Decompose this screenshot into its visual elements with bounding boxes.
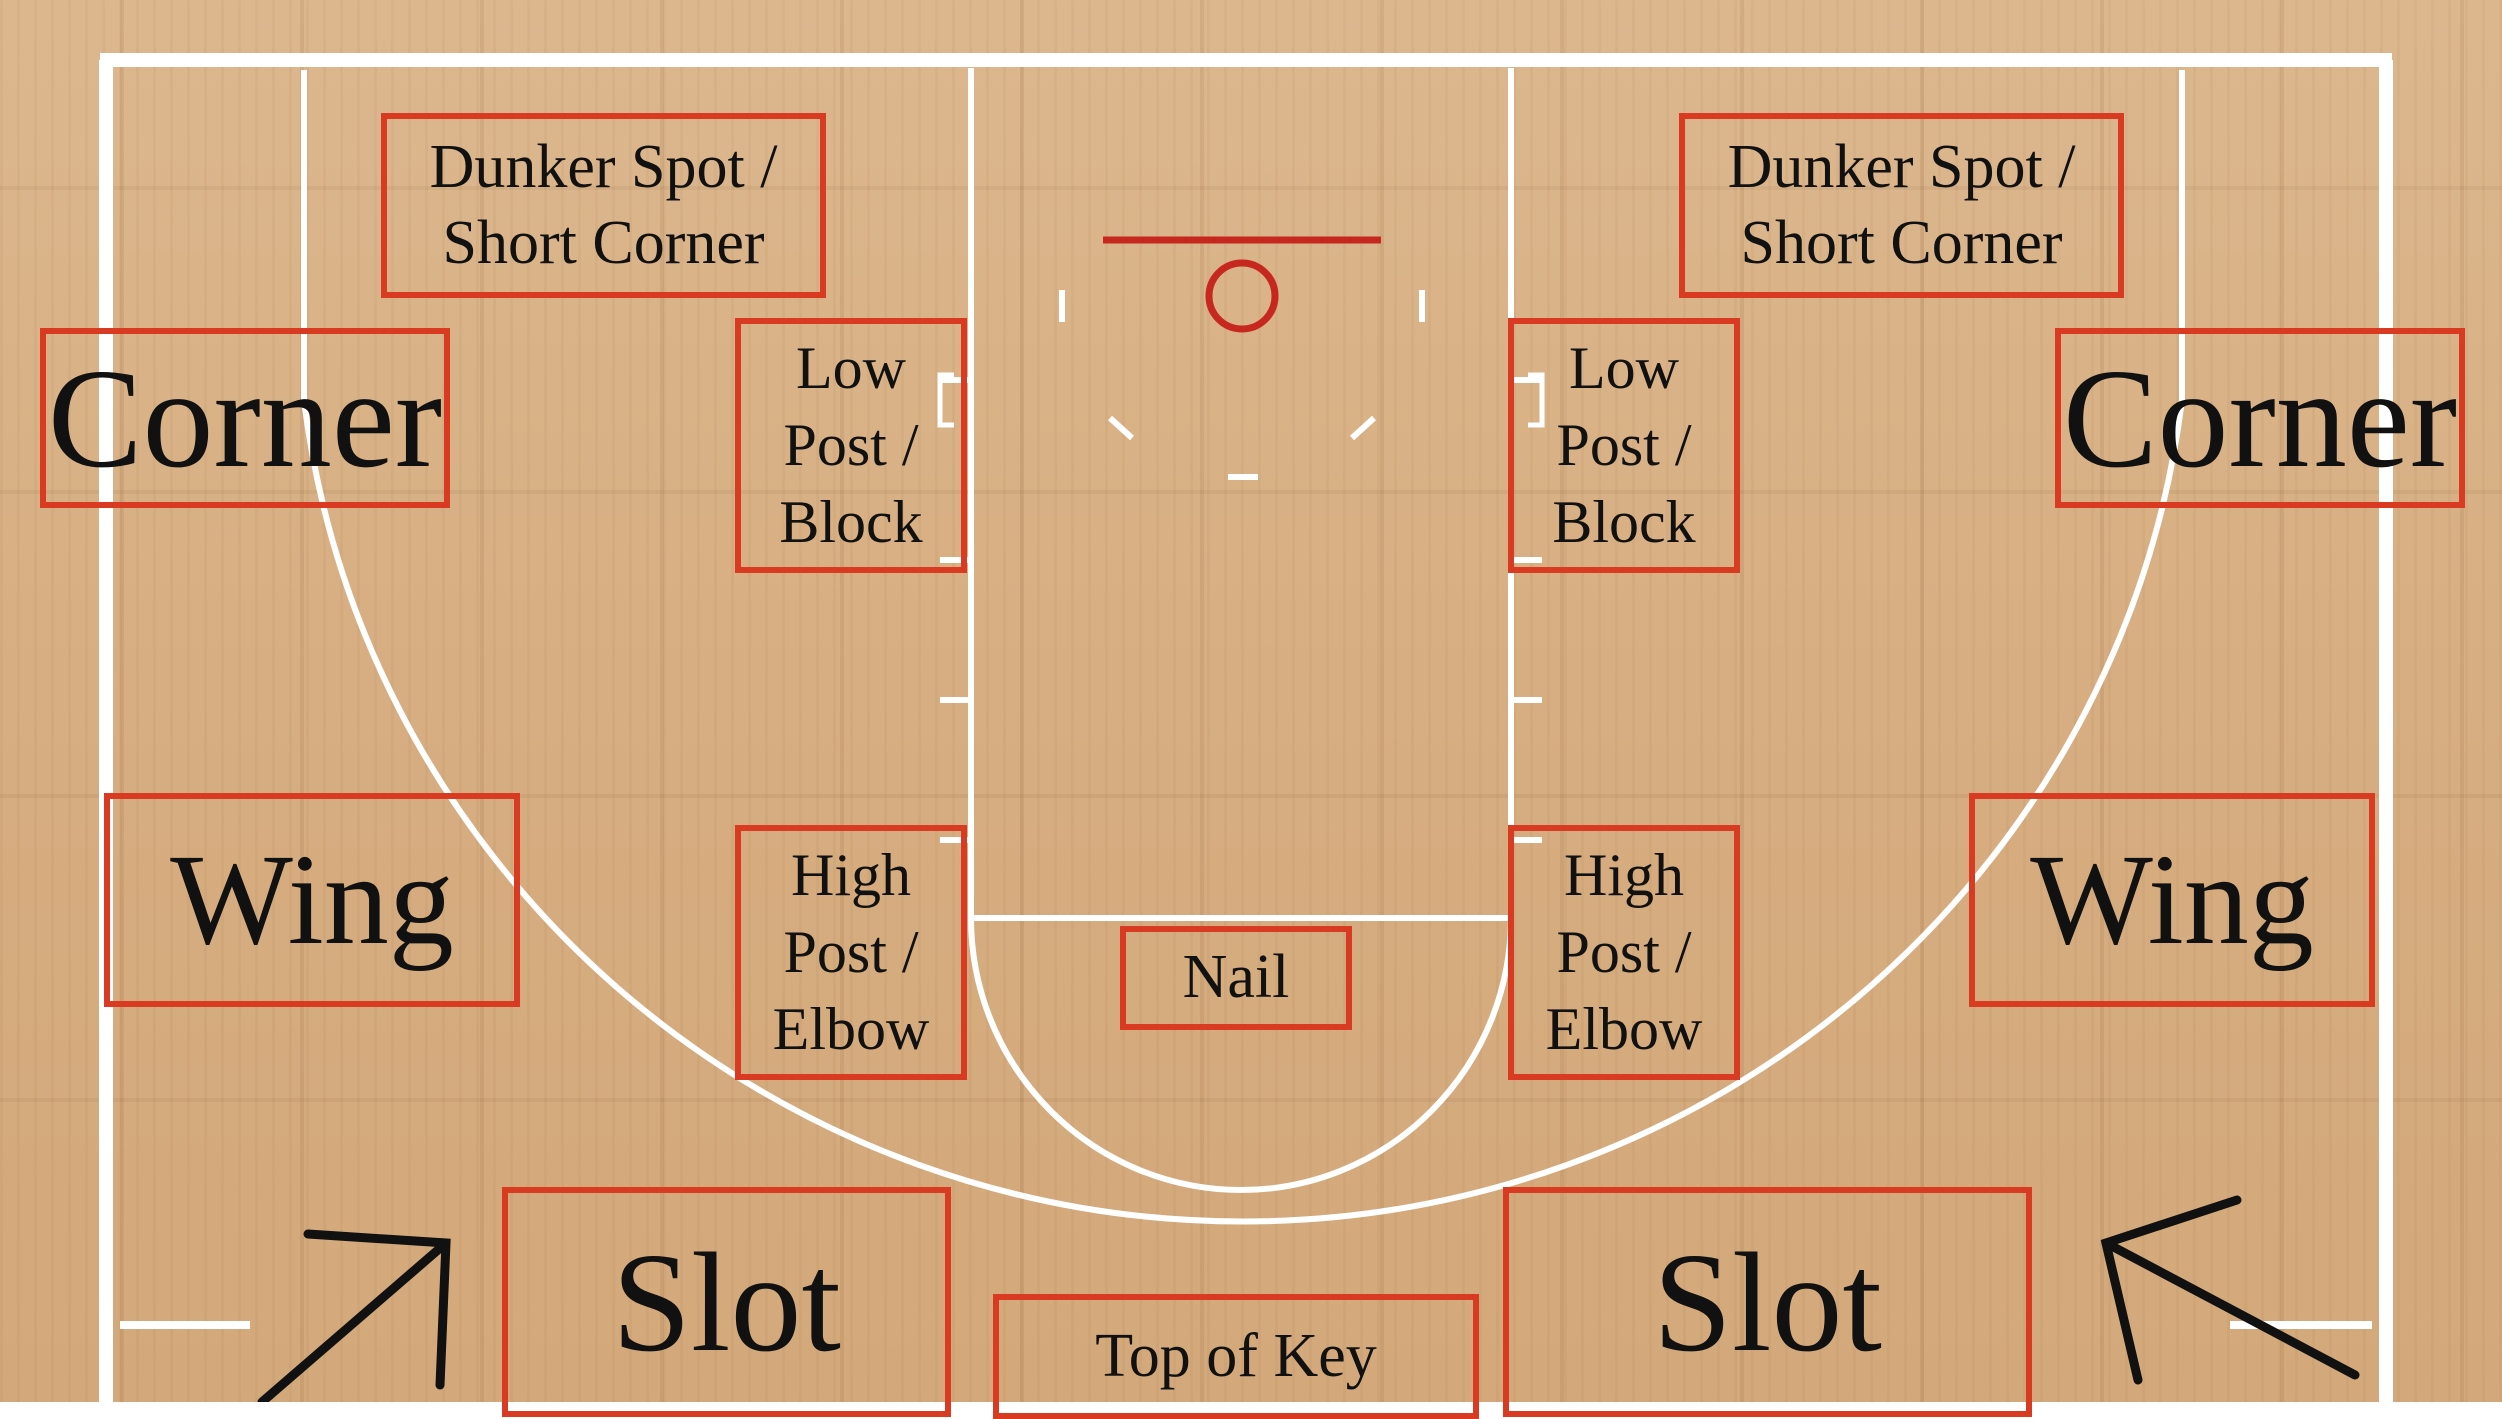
label-high-post-right: High Post / Elbow (1508, 825, 1740, 1080)
label-text: High Post / Elbow (1545, 842, 1703, 1062)
label-text: Wing (2030, 828, 2314, 972)
court-boundary (99, 53, 2393, 1402)
label-slot-left: Slot (502, 1187, 951, 1417)
label-text: Corner (2062, 339, 2458, 497)
basketball-hoop-icon (1103, 236, 1381, 333)
label-text: Dunker Spot / Short Corner (1727, 132, 2076, 277)
label-text: Corner (47, 339, 443, 497)
label-nail: Nail (1120, 926, 1352, 1030)
three-point-line (301, 70, 2185, 1225)
label-wing-left: Wing (104, 793, 520, 1007)
label-corner-right: Corner (2055, 328, 2465, 508)
free-throw-circle (968, 917, 1514, 1193)
restricted-area-marks (1059, 290, 1425, 480)
label-dunker-spot-right: Dunker Spot / Short Corner (1679, 113, 2124, 298)
lane (968, 68, 1514, 921)
label-text: Nail (1182, 943, 1290, 1012)
label-text: Slot (612, 1223, 841, 1381)
label-wing-right: Wing (1969, 793, 2375, 1007)
label-slot-right: Slot (1503, 1187, 2032, 1417)
label-top-of-key: Top of Key (993, 1294, 1479, 1419)
arrow-up-left-icon (2100, 1195, 2360, 1385)
label-text: High Post / Elbow (772, 842, 930, 1062)
label-low-post-right: Low Post / Block (1508, 318, 1740, 573)
label-high-post-left: High Post / Elbow (735, 825, 967, 1080)
arrow-up-right-icon (257, 1229, 451, 1402)
label-low-post-left: Low Post / Block (735, 318, 967, 573)
label-dunker-spot-left: Dunker Spot / Short Corner (381, 113, 826, 298)
label-text: Low Post / Block (1552, 335, 1696, 555)
label-text: Low Post / Block (779, 335, 923, 555)
lane-hash-marks (940, 377, 1542, 843)
label-corner-left: Corner (40, 328, 450, 508)
block-marks (937, 372, 1545, 428)
label-text: Slot (1653, 1223, 1882, 1381)
label-text: Dunker Spot / Short Corner (429, 132, 778, 277)
label-text: Top of Key (1095, 1321, 1377, 1390)
label-text: Wing (170, 828, 454, 972)
